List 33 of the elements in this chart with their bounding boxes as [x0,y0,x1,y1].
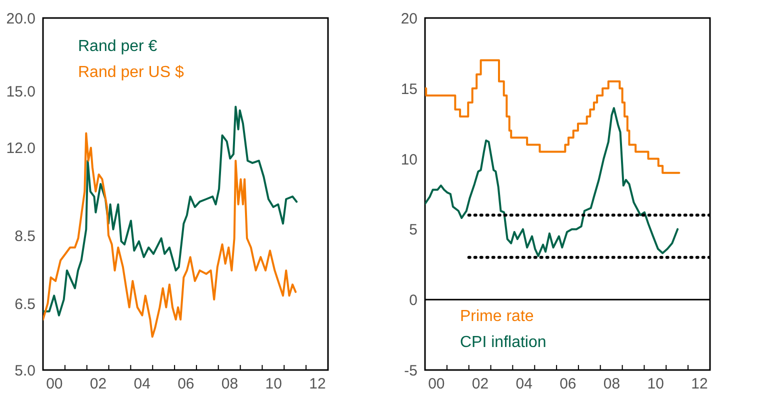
x-tick-label: 10 [265,376,282,392]
y-tick-label: 20 [400,10,418,28]
text: Rand per US $ [78,64,184,81]
x-tick-label: 04 [134,376,150,392]
y-tick-label: 15 [400,80,418,98]
x-tick-label: 06 [560,376,576,392]
y-tick-label: 10 [400,151,418,168]
y-tick-label: 5 [409,222,418,239]
y-tick-label: 20.0 [6,10,36,28]
text: Prime rate [460,308,534,325]
line-series [43,132,297,338]
line-series [425,107,679,257]
x-tick-label: 02 [90,376,107,392]
x-tick-label: 10 [647,376,664,392]
y-tick-label: -5 [404,362,418,380]
x-tick-label: 00 [46,376,63,392]
x-tick-label: 12 [691,376,708,392]
text: Rand per € [78,38,158,55]
x-tick-label: 08 [603,376,620,392]
y-tick-label: 8.5 [14,228,36,245]
y-tick-label: 5.0 [14,362,36,380]
y-tick-label: 0 [409,292,418,310]
x-tick-label: 12 [309,376,326,392]
y-tick-label: 6.5 [14,296,36,313]
x-tick-label: 00 [428,376,445,392]
x-tick-label: 02 [472,376,489,392]
line-series [43,106,298,316]
y-tick-label: 12.0 [6,140,36,158]
text: CPI inflation [460,334,546,351]
y-tick-label: 15.0 [6,84,36,101]
x-tick-label: 08 [221,376,238,392]
x-tick-label: 06 [178,376,194,392]
x-tick-label: 04 [516,376,532,392]
